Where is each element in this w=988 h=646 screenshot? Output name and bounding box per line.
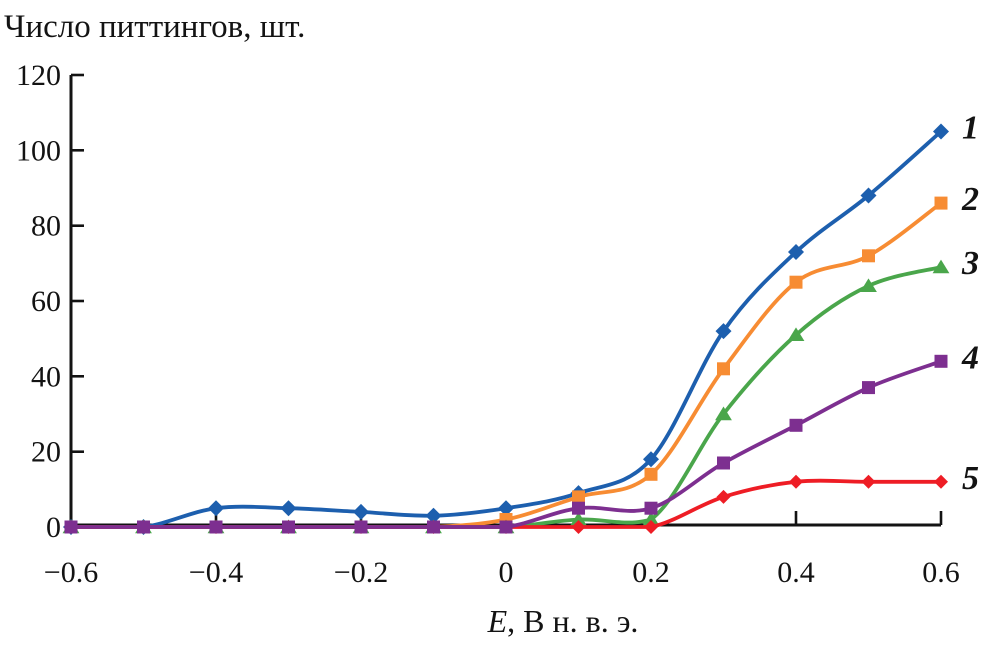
series-1-marker	[353, 503, 369, 520]
x-axis-title: E, В н. в. э.	[487, 603, 639, 639]
series-4-marker	[572, 501, 585, 515]
x-tick-label: 0	[499, 556, 514, 589]
x-tick-label: −0.6	[44, 556, 98, 589]
series-4	[64, 354, 948, 534]
series-2-marker	[862, 249, 875, 263]
series-4-marker	[862, 381, 875, 395]
y-tick-label: 60	[31, 285, 61, 318]
series-1-marker	[715, 323, 732, 340]
series-5-marker	[861, 474, 876, 489]
series-4-marker	[934, 354, 948, 368]
series-2-marker	[934, 196, 948, 210]
x-tick-label: 0.2	[632, 556, 670, 589]
tick-labels: 0 20 40 60 80 100 120 −0.6 −0.4 −0.2 0 0.2 0.4 0.6	[16, 59, 960, 589]
series-4-marker	[354, 520, 368, 534]
series-4-marker	[282, 520, 295, 534]
x-tick-label: 0.4	[777, 556, 815, 589]
series-1-marker	[933, 123, 949, 140]
series-5-marker	[644, 520, 658, 534]
series-1-marker	[280, 500, 297, 517]
legend-label-3: 3	[961, 245, 979, 282]
legend-label-4: 4	[961, 339, 979, 376]
y-tick-label: 40	[31, 360, 61, 393]
y-axis-title: Число питтингов, шт.	[4, 9, 305, 45]
series-1-line	[69, 129, 943, 529]
y-tick-label: 20	[31, 436, 61, 469]
y-tick-label: 0	[46, 511, 61, 544]
series-group	[62, 123, 950, 535]
series-2	[64, 196, 948, 534]
x-tick-label: −0.2	[334, 556, 388, 589]
series-4-marker	[644, 501, 658, 515]
series-1-marker	[498, 500, 514, 517]
series-5-marker	[789, 474, 803, 489]
series-1-marker	[860, 187, 877, 204]
series-2-marker	[572, 490, 585, 504]
series-1-marker	[425, 507, 442, 524]
series-3-marker	[570, 512, 587, 526]
series-2-marker	[789, 275, 803, 289]
y-tick-label: 80	[31, 210, 61, 243]
axes	[69, 73, 943, 529]
series-4-marker	[717, 456, 730, 470]
legend-label-5: 5	[962, 460, 979, 497]
series-5-marker	[571, 520, 586, 534]
series-3-marker	[860, 278, 877, 292]
series-4-marker	[427, 520, 440, 534]
series-5-marker	[934, 474, 948, 489]
series-3-marker	[787, 327, 805, 341]
series-2-marker	[717, 362, 730, 376]
series-1	[63, 123, 949, 535]
series-3-marker	[642, 512, 660, 526]
series-4-marker	[137, 520, 150, 534]
series-3	[62, 259, 950, 534]
series-2-line	[69, 201, 943, 529]
legend-label-2: 2	[961, 181, 979, 218]
series-5-marker	[716, 489, 731, 504]
series-1-marker	[788, 244, 804, 260]
series-4-marker	[209, 520, 223, 534]
series-4-marker	[64, 520, 78, 534]
legend-label-1: 1	[962, 110, 979, 147]
y-tick-label: 100	[16, 134, 61, 167]
x-tick-label: −0.4	[189, 556, 243, 589]
series-2-marker	[644, 467, 658, 481]
y-tick-label: 120	[16, 59, 61, 92]
series-3-marker	[715, 406, 732, 421]
x-axis-title-variable: E	[487, 603, 508, 639]
series-4-marker	[499, 520, 513, 534]
series-3-line	[69, 265, 943, 529]
series-3-marker	[932, 259, 950, 274]
series-4-marker	[789, 418, 803, 432]
x-tick-label: 0.6	[922, 556, 960, 589]
series-1-marker	[208, 500, 224, 517]
x-axis-title-units: , В н. в. э.	[507, 603, 638, 639]
legend: 1 2 3 4 5	[961, 110, 979, 497]
axis-frame	[69, 75, 941, 527]
series-1-marker	[643, 451, 659, 468]
